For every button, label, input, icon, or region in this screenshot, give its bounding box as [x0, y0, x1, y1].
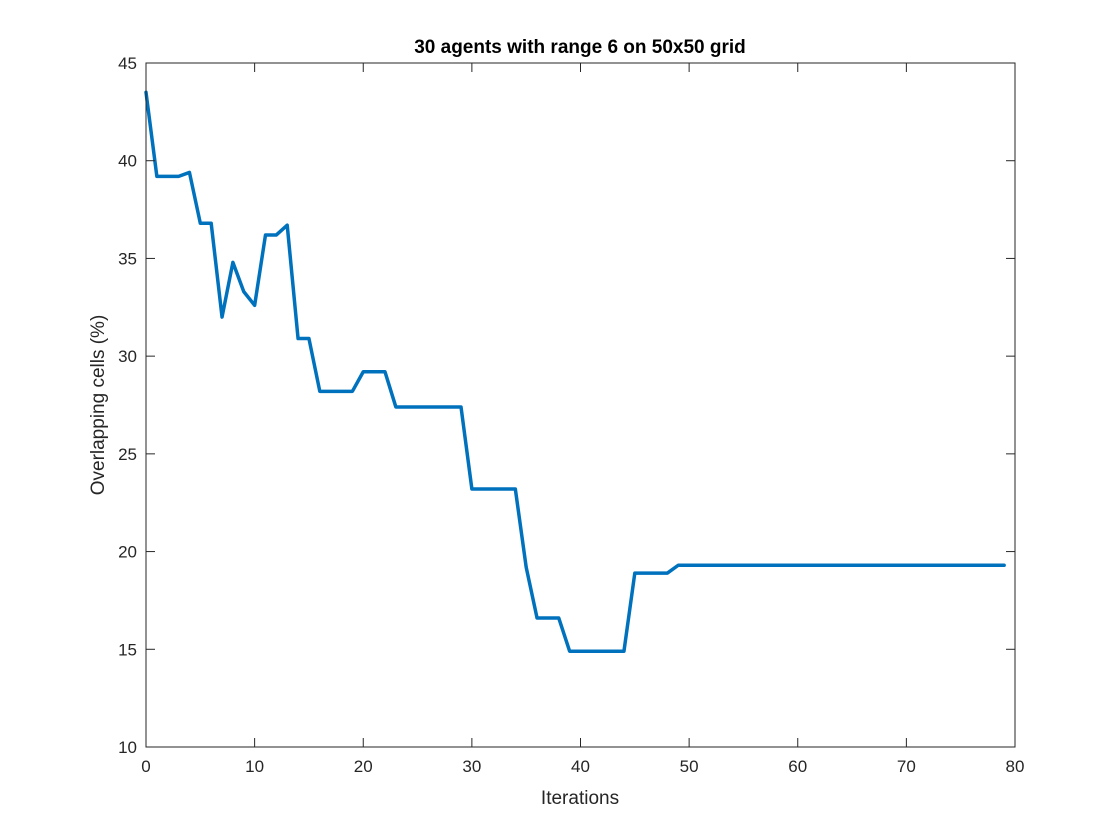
y-axis-label: Overlapping cells (%) — [88, 315, 109, 496]
plot-area — [146, 63, 1015, 747]
y-tick-label: 45 — [118, 54, 137, 73]
y-tick-label: 30 — [118, 347, 137, 366]
x-tick-label: 30 — [462, 757, 481, 776]
series-line-0 — [144, 90, 1006, 653]
x-tick-label: 70 — [897, 757, 916, 776]
y-tick-label: 20 — [118, 543, 137, 562]
y-tick-label: 25 — [118, 445, 137, 464]
x-tick-label: 80 — [1006, 757, 1025, 776]
x-tick-label: 40 — [571, 757, 590, 776]
x-tick-label: 10 — [245, 757, 264, 776]
y-tick-label: 40 — [118, 152, 137, 171]
y-tick-label: 10 — [118, 738, 137, 757]
x-axis-label: Iterations — [541, 788, 619, 809]
y-tick-label: 35 — [118, 249, 137, 268]
y-tick-label: 15 — [118, 640, 137, 659]
series-layer — [144, 90, 1006, 653]
x-tick-label: 50 — [680, 757, 699, 776]
x-tick-label: 20 — [354, 757, 373, 776]
chart-title: 30 agents with range 6 on 50x50 grid — [414, 37, 746, 58]
x-tick-label: 60 — [788, 757, 807, 776]
x-tick-label: 0 — [141, 757, 150, 776]
